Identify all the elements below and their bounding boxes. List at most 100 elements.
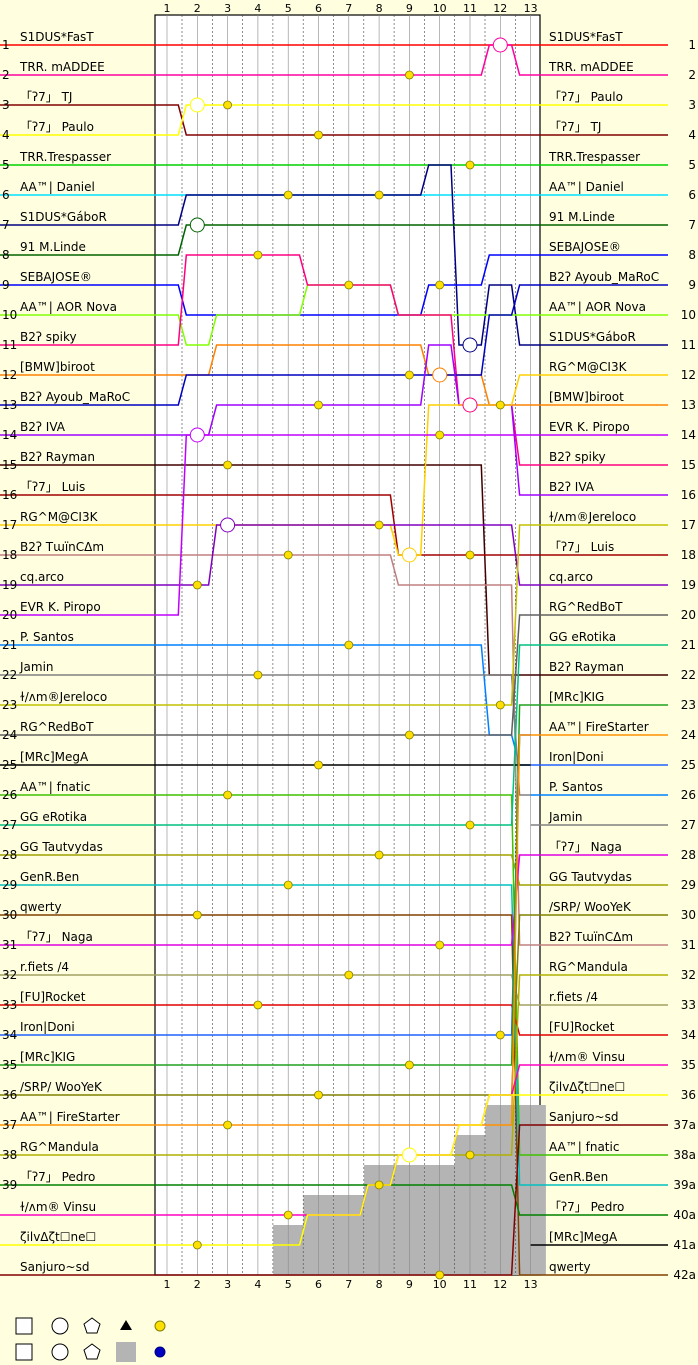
event-dot (223, 790, 233, 800)
event-dot (374, 190, 384, 200)
right-driver-label: AA™| Daniel (549, 180, 624, 194)
event-dot (223, 1120, 233, 1130)
left-position-number: 31 (2, 938, 17, 952)
left-driver-label: ɫ/ʌm®Jereloco (20, 690, 107, 704)
lapped-area (273, 1105, 546, 1275)
driver-line (167, 1184, 531, 1216)
left-position-number: 24 (2, 728, 17, 742)
right-position-number: 31 (681, 938, 696, 952)
right-driver-label: 「ʔ7」 Luis (549, 540, 614, 554)
right-position-number: 35 (681, 1058, 696, 1072)
left-driver-label: B2ʔ Ayoub_MaRoC (20, 390, 130, 404)
left-position-number: 9 (2, 278, 10, 292)
left-position-number: 23 (2, 698, 17, 712)
lap-number-top: 3 (224, 2, 231, 15)
left-driver-label: 「ʔ7」 Luis (20, 480, 85, 494)
pit-marker (189, 97, 205, 113)
plot-area (0, 14, 668, 1280)
event-dot (223, 100, 233, 110)
event-dot (192, 910, 202, 920)
right-position-number: 22 (681, 668, 696, 682)
left-position-number: 1 (2, 38, 10, 52)
right-driver-label: ζilvΔζt☐ne☐ (549, 1080, 625, 1094)
right-driver-label: B2ʔ Rayman (549, 660, 624, 674)
left-position-number: 36 (2, 1088, 17, 1102)
right-driver-label: SEBAJOSE® (549, 240, 621, 254)
left-driver-label: AA™| Daniel (20, 180, 95, 194)
lap-number-bottom: 12 (493, 1278, 507, 1291)
left-position-number: 15 (2, 458, 17, 472)
pit-marker (189, 427, 205, 443)
right-position-number: 1 (688, 38, 696, 52)
left-driver-label: RG^Mandula (20, 1140, 99, 1154)
right-driver-label: B2ʔ spiky (549, 450, 606, 464)
right-driver-label: GG Tautvydas (549, 870, 632, 884)
right-position-number: 29 (681, 878, 696, 892)
lap-number-bottom: 3 (224, 1278, 231, 1291)
right-position-number: 17 (681, 518, 696, 532)
left-position-number: 34 (2, 1028, 17, 1042)
legend-square-icon (15, 1343, 33, 1361)
event-dot (223, 460, 233, 470)
left-driver-label: B2ʔ spiky (20, 330, 77, 344)
right-driver-label: EVR K. Piropo (549, 420, 630, 434)
left-driver-label: qwerty (20, 900, 62, 914)
right-position-number: 37a (673, 1118, 696, 1132)
left-position-number: 14 (2, 428, 17, 442)
left-position-number: 28 (2, 848, 17, 862)
event-dot (404, 1060, 414, 1070)
driver-line (167, 434, 531, 616)
right-driver-label: GenR.Ben (549, 1170, 608, 1184)
driver-line (167, 734, 531, 1036)
lap-number-bottom: 4 (254, 1278, 261, 1291)
legend-circle-icon (51, 1343, 69, 1361)
driver-line (167, 554, 531, 946)
left-position-number: 35 (2, 1058, 17, 1072)
driver-line (167, 854, 531, 886)
left-driver-label: ζilvΔζt☐ne☐ (20, 1230, 96, 1244)
left-driver-label: [MRc]MegA (20, 750, 89, 764)
right-position-number: 24 (681, 728, 696, 742)
left-driver-label: RG^RedBoT (20, 720, 94, 734)
legend-triangle-icon (120, 1320, 132, 1330)
right-position-number: 11 (681, 338, 696, 352)
driver-line (167, 674, 531, 796)
right-position-number: 32 (681, 968, 696, 982)
left-driver-label: B2ʔ Rayman (20, 450, 95, 464)
right-driver-label: RG^Mandula (549, 960, 628, 974)
driver-line (167, 614, 531, 736)
left-driver-label: ɫ/ʌm® Vinsu (20, 1200, 96, 1214)
event-dot (314, 760, 323, 770)
left-driver-label: Jamin (19, 660, 54, 674)
event-dot (404, 370, 414, 380)
left-position-number: 22 (2, 668, 17, 682)
lap-number-top: 2 (194, 2, 201, 15)
pit-marker (432, 367, 448, 383)
driver-line (167, 914, 531, 1096)
left-driver-label: Sanjuro~sd (20, 1260, 89, 1274)
left-driver-label: cq.arco (20, 570, 64, 584)
right-position-number: 10 (681, 308, 696, 322)
right-position-number: 40a (673, 1208, 696, 1222)
left-driver-label: [MRc]KIG (20, 1050, 75, 1064)
event-dot (314, 400, 323, 410)
left-position-number: 11 (2, 338, 17, 352)
left-driver-label: Iron|Doni (20, 1020, 75, 1034)
left-driver-label: 「ʔ7」 Paulo (20, 120, 94, 134)
right-driver-label: B2ʔ IVA (549, 480, 595, 494)
legend-yellow-dot-icon (154, 1320, 166, 1332)
driver-line (167, 1094, 531, 1246)
left-position-number: 20 (2, 608, 17, 622)
left-position-lines (0, 44, 167, 1276)
right-driver-label: [MRc]KIG (549, 690, 604, 704)
event-dot (344, 280, 354, 290)
right-position-number: 26 (681, 788, 696, 802)
lap-number-top: 13 (524, 2, 538, 15)
right-driver-label: GG eRotika (549, 630, 616, 644)
right-driver-label: [BMW]biroot (549, 390, 624, 404)
lap-number-top: 5 (285, 2, 292, 15)
event-dot (192, 580, 202, 590)
left-driver-label: TRR. mADDEE (19, 60, 105, 74)
right-driver-label: P. Santos (549, 780, 603, 794)
event-markers (189, 37, 508, 1280)
